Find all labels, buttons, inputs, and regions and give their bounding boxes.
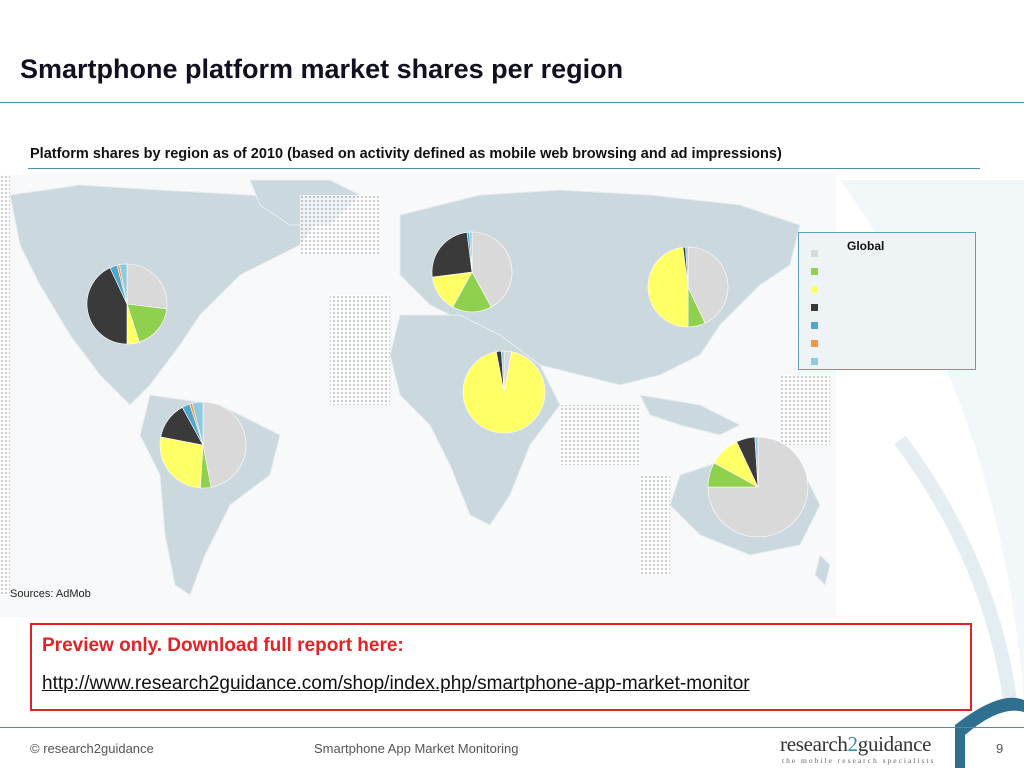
page-title: Smartphone platform market shares per re… bbox=[20, 54, 624, 84]
legend-swatch bbox=[811, 340, 818, 347]
footer-divider bbox=[0, 727, 1024, 728]
title-divider bbox=[0, 102, 1024, 103]
legend-swatch bbox=[811, 322, 818, 329]
world-map bbox=[0, 175, 836, 617]
preview-notice: Preview only. Download full report here:… bbox=[30, 623, 972, 711]
chart-subtitle: Platform shares by region as of 2010 (ba… bbox=[30, 146, 782, 162]
logo-wordmark: research2guidance bbox=[780, 732, 932, 756]
legend-title: Global bbox=[847, 239, 885, 253]
footer-copyright: © research2guidance bbox=[30, 741, 154, 756]
subtitle-divider bbox=[28, 168, 980, 169]
page-number: 9 bbox=[996, 741, 1004, 756]
legend-swatch bbox=[811, 250, 818, 257]
legend-swatch bbox=[811, 268, 818, 275]
map-dot-texture bbox=[0, 175, 830, 595]
legend-panel: Global bbox=[798, 232, 976, 370]
company-logo: research2guidance the mobile research sp… bbox=[780, 732, 946, 768]
footer-title: Smartphone App Market Monitoring bbox=[314, 741, 519, 756]
sources-note: Sources: AdMob bbox=[10, 588, 91, 600]
preview-title: Preview only. Download full report here: bbox=[42, 635, 404, 656]
legend-swatch bbox=[811, 358, 818, 365]
report-download-link[interactable]: http://www.research2guidance.com/shop/in… bbox=[42, 673, 750, 694]
logo-tagline: the mobile research specialists bbox=[782, 756, 936, 765]
legend-swatch bbox=[811, 286, 818, 293]
legend-swatch bbox=[811, 304, 818, 311]
